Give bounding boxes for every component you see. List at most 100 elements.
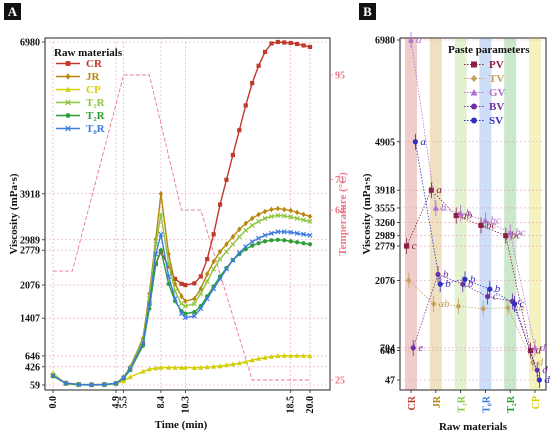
b-legend-marker-TV xyxy=(471,74,477,83)
series-point-JR-18 xyxy=(205,271,210,277)
panel-a-badge xyxy=(4,3,21,20)
series-point-T₀R-13 xyxy=(172,296,178,302)
series-point-T₀R-23-b xyxy=(236,250,242,256)
legend-swatch-marker-JR xyxy=(65,73,71,80)
series-point-T₂R-34 xyxy=(307,242,313,247)
series-point-CR-23 xyxy=(237,128,242,133)
series-point-CP-19 xyxy=(211,363,217,369)
series-point-JR-33 xyxy=(301,211,306,218)
series-point-T₀R-13-b xyxy=(172,296,178,302)
series-point-JR-19 xyxy=(211,258,216,265)
series-point-T₂R-26 xyxy=(256,241,261,246)
panel-b-grid xyxy=(400,39,546,381)
panel-b-legend: Paste parameters PV TV GV BV SV xyxy=(448,44,530,127)
series-point-T₂R-15 xyxy=(183,311,188,316)
series-point-T₁R-16 xyxy=(191,301,197,307)
series-point-CR-24 xyxy=(243,103,248,108)
series-point-T₀R-17-b xyxy=(198,306,204,312)
b-y-tick-label-1: 646 xyxy=(380,346,395,357)
series-point-JR-25 xyxy=(250,215,255,222)
series-point-T₀R-22-b xyxy=(230,257,236,263)
y2-tick-label-2: 71 xyxy=(335,175,345,186)
series-point-T₀R-24-b xyxy=(243,244,249,250)
param-point-BV-1 xyxy=(435,271,441,278)
param-letter-TV-5: d xyxy=(538,357,544,369)
series-point-CR-29 xyxy=(275,39,280,45)
series-point-JR-22 xyxy=(230,233,235,240)
series-point-T₂R-12 xyxy=(166,281,171,286)
panel-a-x-label: Time (min) xyxy=(155,419,208,431)
param-letter-SV-3: b xyxy=(495,283,501,295)
series-point-T₁R-29 xyxy=(275,212,281,218)
series-point-JR-21 xyxy=(224,241,229,248)
b-legend-label-BV: BV xyxy=(489,101,504,113)
series-point-CR-34 xyxy=(307,44,313,50)
series-point-T₁R-26-b xyxy=(256,218,262,224)
panel-a-plot-frame xyxy=(44,37,331,391)
series-point-T₁R-31-b xyxy=(288,214,294,220)
series-point-T₀R-29 xyxy=(275,229,281,235)
b-y-tick-label-3: 2076 xyxy=(375,276,395,287)
series-point-CP-21 xyxy=(223,362,229,368)
series-point-T₂R-29 xyxy=(275,237,280,242)
series-point-T₀R-1-b xyxy=(63,380,69,386)
series-point-T₀R-30 xyxy=(281,229,287,235)
param-point-BV-0 xyxy=(410,345,416,351)
series-point-CP-32 xyxy=(294,353,300,358)
legend-label-CP: CP xyxy=(86,84,101,96)
series-point-T₁R-29-b xyxy=(275,212,281,218)
series-point-T₁R-19-b xyxy=(211,266,217,272)
param-point-SV-0 xyxy=(412,139,418,145)
series-point-T₁R-24 xyxy=(243,227,249,233)
series-point-T₁R-18-b xyxy=(204,278,210,284)
param-point-GV-3 xyxy=(482,217,489,224)
series-point-CP-9 xyxy=(146,366,152,372)
series-point-T₀R-27 xyxy=(262,232,268,238)
series-point-CR-15 xyxy=(183,282,188,288)
param-letter-SV-2: b xyxy=(470,273,476,285)
panel-b-letter: B xyxy=(363,4,372,19)
series-point-T₀R-19-b xyxy=(211,286,217,292)
series-point-CR-17 xyxy=(198,274,203,279)
panel-b-x-label: Raw materials xyxy=(439,421,508,433)
series-point-JR-20 xyxy=(217,248,223,255)
b-legend-label-TV: TV xyxy=(489,73,504,85)
y2-tick-label-0: 25 xyxy=(335,376,345,387)
series-point-JR-34 xyxy=(307,213,313,220)
param-letter-GV-5: d xyxy=(540,342,546,354)
series-point-T₁R-11-b xyxy=(158,211,164,217)
series-point-CR-30 xyxy=(282,40,287,45)
series-point-T₀R-0-b xyxy=(50,373,56,379)
param-point-TV-1 xyxy=(431,300,437,308)
series-point-T₀R-1 xyxy=(63,380,69,386)
series-point-T₀R-6-b xyxy=(121,375,127,381)
series-point-T₀R-5-b xyxy=(113,380,119,386)
b-y-tick-label-6: 3260 xyxy=(375,218,395,229)
legend-swatch-marker-T₂R xyxy=(65,113,71,118)
series-point-T₁R-30 xyxy=(281,213,287,219)
panel-b-x-axis: CR JR T₁R T₀R T₂R CP xyxy=(407,390,542,413)
b-legend-label-PV: PV xyxy=(489,59,504,71)
param-point-BV-5 xyxy=(534,367,540,373)
series-point-T₀R-24 xyxy=(243,244,249,250)
param-point-BV-3 xyxy=(485,293,491,300)
param-line-SV xyxy=(415,141,540,381)
series-point-T₁R-11 xyxy=(158,211,164,217)
series-point-T₂R-27 xyxy=(262,239,268,244)
legend-label-CR: CR xyxy=(86,58,103,70)
y-tick-label-7: 3918 xyxy=(20,189,40,200)
param-point-SV-5 xyxy=(536,377,543,383)
series-point-T₀R-25-b xyxy=(249,239,255,245)
series-point-T₁R-14-b xyxy=(178,301,185,307)
x-tick-label-1: 4.9 xyxy=(111,396,122,409)
series-point-T₀R-10-b xyxy=(153,251,159,257)
series-T₀R xyxy=(50,229,313,388)
series-point-CP-7 xyxy=(127,374,133,380)
